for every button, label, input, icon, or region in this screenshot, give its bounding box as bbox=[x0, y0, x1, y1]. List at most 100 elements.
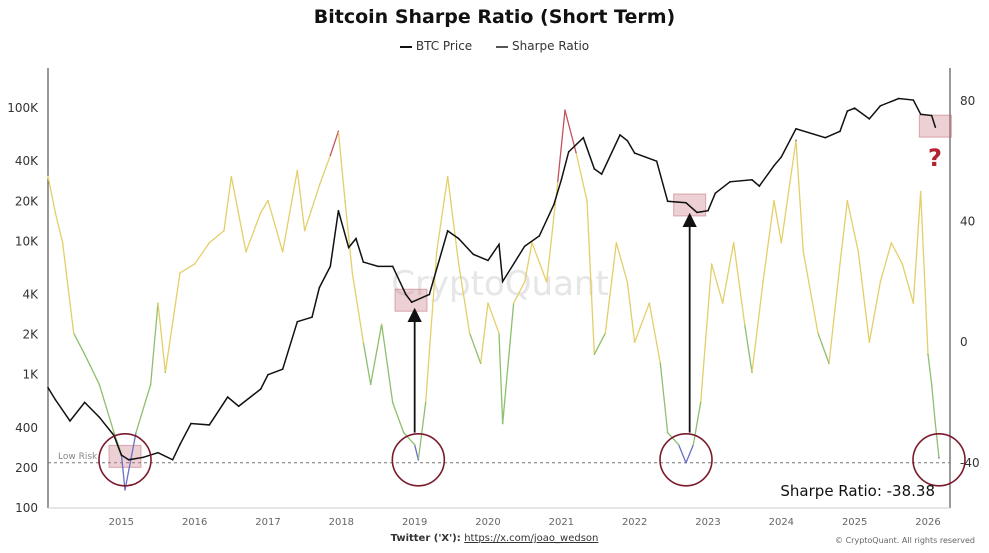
y-left-tick-label: 10K bbox=[15, 234, 39, 248]
sharpe-ratio-segment bbox=[751, 281, 764, 373]
sharpe-ratio-segment bbox=[575, 152, 588, 201]
sharpe-ratio-segment bbox=[73, 332, 86, 355]
sharpe-ratio-point bbox=[157, 302, 159, 304]
x-tick-label: 2024 bbox=[769, 517, 794, 528]
sharpe-ratio-segment bbox=[282, 170, 298, 252]
sharpe-ratio-segment bbox=[337, 131, 346, 201]
y-left-tick-label: 40K bbox=[15, 154, 39, 168]
sharpe-ratio-segment bbox=[839, 200, 848, 264]
y-left-tick-label: 2K bbox=[22, 328, 39, 342]
sharpe-ratio-segment bbox=[98, 384, 115, 433]
copyright: © CryptoQuant. All rights reserved bbox=[835, 536, 975, 545]
btc-price-point bbox=[593, 168, 596, 170]
current-sharpe-value-label: Sharpe Ratio: -38.38 bbox=[780, 482, 935, 500]
sharpe-ratio-segment bbox=[931, 384, 936, 424]
sharpe-ratio-segment bbox=[135, 384, 152, 433]
sharpe-ratio-point bbox=[564, 109, 566, 111]
y-left-tick-label: 1K bbox=[22, 368, 39, 382]
btc-price-line bbox=[47, 97, 937, 461]
low-risk-circle bbox=[391, 432, 446, 487]
sharpe-ratio-segment bbox=[802, 251, 819, 334]
sharpe-ratio-segment bbox=[846, 200, 859, 252]
y-right-tick-label: 40 bbox=[960, 215, 975, 229]
btc-price-point bbox=[98, 416, 101, 418]
sharpe-ratio-segment bbox=[685, 444, 694, 464]
sharpe-ratio-segment bbox=[62, 242, 75, 334]
y-left-tick-label: 20K bbox=[15, 194, 39, 208]
btc-price-point bbox=[846, 110, 849, 112]
legend-item-btc-price[interactable]: BTC Price bbox=[399, 39, 473, 53]
low-risk-label: Low Risk bbox=[58, 452, 98, 462]
footer: Twitter ('X'): https://x.com/joao_wedson bbox=[0, 533, 989, 544]
sharpe-ratio-point bbox=[318, 184, 321, 187]
btc-price-point bbox=[318, 286, 321, 289]
btc-price-point bbox=[567, 151, 570, 153]
question-mark: ? bbox=[928, 144, 942, 172]
sharpe-ratio-segment bbox=[267, 200, 284, 253]
sharpe-ratio-point bbox=[98, 383, 101, 386]
sharpe-ratio-point bbox=[615, 241, 618, 244]
y-left-tick-label: 400 bbox=[15, 421, 38, 435]
sharpe-ratio-segment bbox=[762, 200, 775, 283]
x-tick-label: 2026 bbox=[915, 517, 940, 528]
sharpe-ratio-point bbox=[446, 175, 449, 178]
sharpe-ratio-point bbox=[659, 362, 662, 365]
sharpe-ratio-segment bbox=[124, 432, 137, 491]
sharpe-ratio-point bbox=[839, 263, 841, 265]
sharpe-ratio-segment bbox=[901, 263, 914, 304]
sharpe-ratio-segment bbox=[722, 242, 735, 304]
sharpe-ratio-segment bbox=[817, 332, 830, 364]
sharpe-ratio-segment bbox=[260, 200, 269, 213]
sharpe-ratio-point bbox=[501, 422, 504, 425]
sharpe-ratio-segment bbox=[414, 444, 419, 460]
legend-item-sharpe[interactable]: Sharpe Ratio bbox=[496, 39, 589, 53]
sharpe-ratio-point bbox=[677, 443, 680, 446]
btc-price-point bbox=[714, 192, 717, 195]
sharpe-ratio-segment bbox=[487, 302, 500, 334]
sharpe-ratio-segment bbox=[564, 110, 577, 153]
sharpe-ratio-point bbox=[149, 383, 152, 386]
btc-price-point bbox=[337, 209, 340, 212]
sharpe-ratio-point bbox=[417, 458, 420, 461]
sharpe-ratio-segment bbox=[447, 176, 460, 264]
sharpe-ratio-segment bbox=[733, 242, 746, 325]
btc-price-point bbox=[457, 237, 460, 240]
sharpe-ratio-segment bbox=[700, 263, 713, 403]
sharpe-ratio-point bbox=[692, 443, 695, 446]
sharpe-ratio-point bbox=[83, 353, 86, 356]
btc-price-point bbox=[179, 443, 181, 446]
btc-price-point bbox=[259, 388, 262, 390]
sharpe-ratio-point bbox=[135, 431, 137, 434]
sharpe-ratio-point bbox=[743, 323, 746, 325]
legend-swatch-btc bbox=[399, 45, 412, 48]
btc-price-point bbox=[626, 139, 629, 142]
btc-price-point bbox=[208, 424, 211, 426]
sharpe-ratio-segment bbox=[469, 332, 482, 364]
sharpe-ratio-point bbox=[424, 401, 427, 404]
sharpe-ratio-point bbox=[666, 431, 669, 434]
btc-price-point bbox=[405, 293, 407, 296]
btc-price-point bbox=[795, 127, 797, 130]
x-tick-label: 2017 bbox=[255, 517, 280, 528]
btc-price-point bbox=[311, 316, 313, 319]
sharpe-ratio-segment bbox=[692, 402, 702, 445]
sharpe-ratio-point bbox=[61, 241, 64, 244]
sharpe-ratio-segment bbox=[194, 242, 210, 265]
btc-price-point bbox=[600, 173, 603, 175]
sharpe-ratio-point bbox=[710, 263, 713, 265]
btc-price-point bbox=[685, 201, 687, 204]
sharpe-ratio-segment bbox=[458, 263, 471, 334]
sharpe-ratio-point bbox=[281, 251, 284, 253]
btc-price-point bbox=[868, 118, 871, 120]
btc-price-point bbox=[751, 178, 753, 181]
sharpe-ratio-segment bbox=[744, 324, 753, 373]
sharpe-ratio-segment bbox=[436, 176, 449, 252]
sharpe-ratio-segment bbox=[857, 251, 870, 343]
highlight-box bbox=[108, 444, 142, 468]
btc-price-point bbox=[633, 152, 636, 154]
btc-price-point bbox=[127, 458, 130, 461]
twitter-link[interactable]: https://x.com/joao_wedson bbox=[464, 533, 599, 544]
legend-label-btc: BTC Price bbox=[415, 39, 473, 53]
btc-price-point bbox=[428, 293, 431, 296]
sharpe-ratio-point bbox=[732, 241, 735, 244]
